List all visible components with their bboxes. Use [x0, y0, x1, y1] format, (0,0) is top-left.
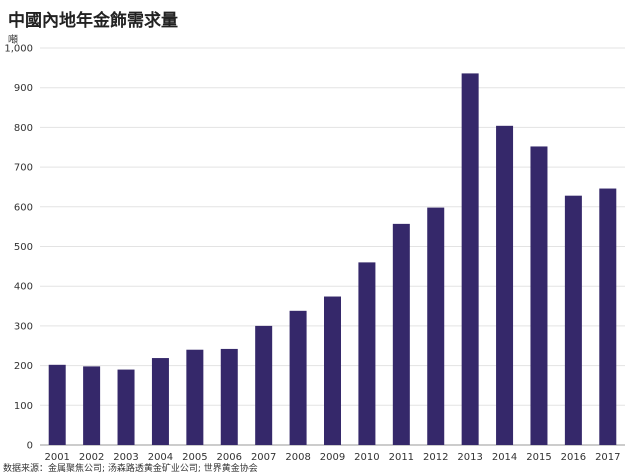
bar-2003	[117, 369, 135, 445]
bar-2014	[496, 125, 514, 445]
bar-2007	[255, 325, 273, 445]
bar-2012	[427, 207, 445, 445]
y-tick-label: 900	[14, 83, 33, 94]
y-tick-label: 200	[14, 361, 33, 372]
y-tick-label: 0	[27, 441, 33, 452]
x-tick-label: 2009	[320, 452, 345, 463]
chart-title: 中國內地年金飾需求量	[8, 11, 178, 31]
y-tick-label: 100	[14, 401, 33, 412]
x-axis-ticks: 2001 2002 2003 2004 2005 2006 2007 2008 2009 2010…	[44, 452, 620, 463]
bar-2006	[220, 348, 238, 445]
x-tick-label: 2002	[79, 452, 104, 463]
x-tick-label: 2001	[44, 452, 69, 463]
x-tick-label: 2010	[354, 452, 379, 463]
bar-2004	[151, 358, 169, 445]
x-tick-label: 2016	[561, 452, 586, 463]
x-tick-label: 2014	[492, 452, 517, 463]
x-tick-label: 2011	[389, 452, 414, 463]
x-tick-label: 2006	[217, 452, 242, 463]
x-tick-label: 2007	[251, 452, 276, 463]
x-tick-label: 2005	[182, 452, 207, 463]
x-tick-label: 2013	[457, 452, 482, 463]
bar-2013	[461, 73, 479, 446]
bar-2009	[324, 296, 341, 445]
y-tick-label: 500	[14, 242, 33, 253]
bar-2016	[564, 195, 582, 445]
x-tick-label: 2015	[526, 452, 551, 463]
y-axis-unit-label: 噸	[8, 35, 18, 46]
bar-2008	[289, 310, 307, 445]
y-tick-label: 800	[14, 123, 33, 134]
source-note: 数据来源：金属聚焦公司; 汤森路透黄金矿业公司; 世界黄金协会	[3, 464, 258, 474]
bar-2015	[530, 146, 548, 445]
y-tick-label: 600	[14, 202, 33, 213]
x-tick-label: 2003	[113, 452, 138, 463]
bars	[48, 73, 617, 446]
y-tick-label: 700	[14, 163, 33, 174]
bar-2001	[48, 364, 66, 445]
bar-2002	[83, 366, 101, 445]
x-tick-label: 2008	[285, 452, 310, 463]
y-tick-label: 400	[14, 282, 33, 293]
bar-2005	[186, 349, 204, 445]
x-tick-label: 2004	[148, 452, 173, 463]
bar-2017	[599, 188, 617, 445]
x-tick-label: 2017	[595, 452, 620, 463]
bar-2011	[392, 223, 410, 445]
x-tick-label: 2012	[423, 452, 448, 463]
y-tick-label: 1,000	[4, 44, 33, 55]
bar-2010	[358, 262, 376, 445]
y-tick-label: 300	[14, 321, 33, 332]
y-axis-ticks: 0 100 200 300 400 500 600 700 800 900 1,000	[4, 44, 33, 452]
